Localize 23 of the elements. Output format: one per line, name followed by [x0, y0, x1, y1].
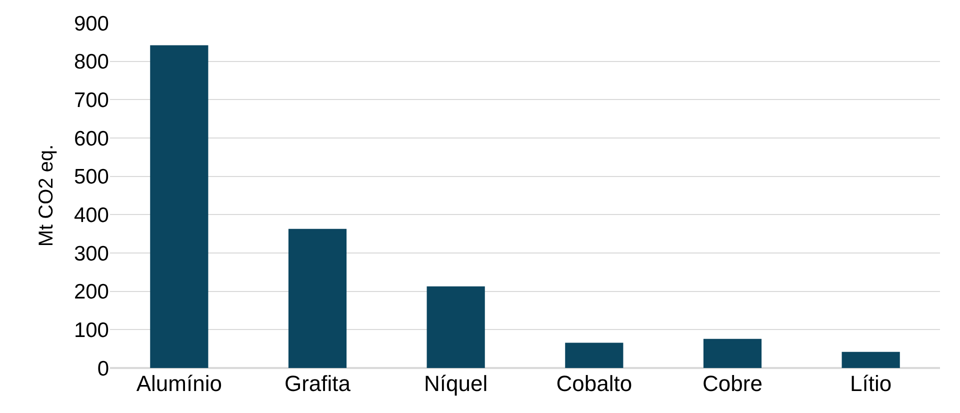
- y-tick-label: 0: [97, 357, 109, 380]
- y-tick-label: 800: [74, 50, 109, 74]
- y-tick-label: 900: [74, 12, 109, 36]
- y-tick-label: 600: [74, 127, 109, 150]
- y-tick-label: 400: [74, 204, 109, 228]
- x-tick-label: Lítio: [850, 371, 892, 396]
- x-tick-label: Grafita: [284, 371, 352, 396]
- x-tick-label: Cobre: [702, 371, 762, 396]
- bar: [842, 352, 900, 368]
- y-axis-title: Mt CO2 eq.: [35, 144, 58, 247]
- bar: [150, 45, 208, 368]
- y-tick-label: 700: [74, 89, 109, 112]
- bar: [288, 228, 347, 368]
- y-tick-label: 100: [74, 319, 109, 342]
- x-tick-label: Níquel: [424, 371, 488, 396]
- y-tick-label: 200: [74, 280, 109, 304]
- y-tick-label: 500: [74, 166, 109, 189]
- bar: [426, 286, 485, 368]
- bar: [703, 338, 762, 368]
- x-tick-label: Cobalto: [556, 371, 632, 396]
- y-tick-label: 300: [74, 242, 109, 266]
- bar: [565, 342, 624, 368]
- x-tick-label: Alumínio: [136, 371, 222, 396]
